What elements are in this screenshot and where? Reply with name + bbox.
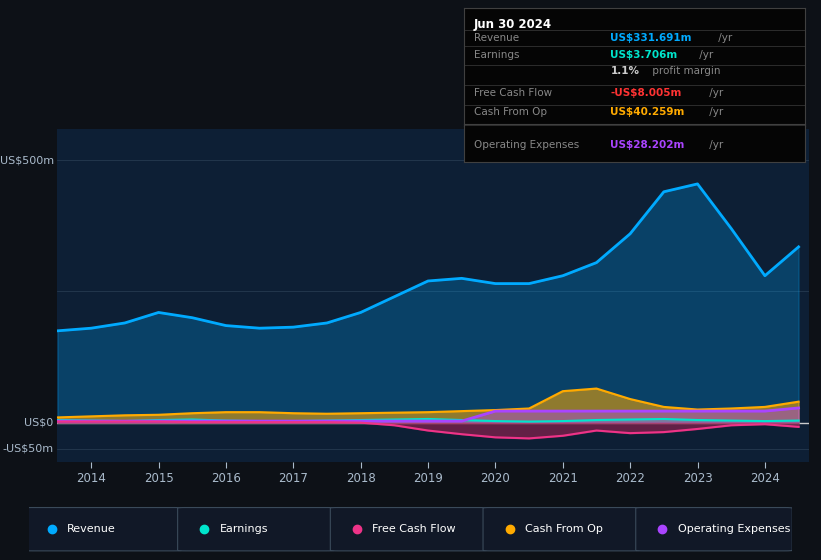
Text: /yr: /yr <box>715 33 732 43</box>
Text: Earnings: Earnings <box>474 50 520 60</box>
FancyBboxPatch shape <box>635 507 792 551</box>
Text: -US$50m: -US$50m <box>2 444 53 454</box>
Text: US$500m: US$500m <box>0 155 53 165</box>
Text: US$28.202m: US$28.202m <box>610 140 685 150</box>
Text: US$0: US$0 <box>25 418 53 428</box>
Text: Earnings: Earnings <box>220 524 268 534</box>
Text: Free Cash Flow: Free Cash Flow <box>373 524 456 534</box>
Text: /yr: /yr <box>706 107 723 117</box>
Text: US$331.691m: US$331.691m <box>610 33 692 43</box>
FancyBboxPatch shape <box>25 507 181 551</box>
Text: /yr: /yr <box>706 140 723 150</box>
FancyBboxPatch shape <box>177 507 334 551</box>
Text: US$3.706m: US$3.706m <box>610 50 677 60</box>
Text: Revenue: Revenue <box>67 524 116 534</box>
Text: US$40.259m: US$40.259m <box>610 107 685 117</box>
Text: /yr: /yr <box>706 88 723 98</box>
Text: Cash From Op: Cash From Op <box>525 524 603 534</box>
Text: 1.1%: 1.1% <box>610 66 640 76</box>
Text: -US$8.005m: -US$8.005m <box>610 88 681 98</box>
FancyBboxPatch shape <box>330 507 487 551</box>
Text: Free Cash Flow: Free Cash Flow <box>474 88 553 98</box>
Text: Revenue: Revenue <box>474 33 519 43</box>
Text: profit margin: profit margin <box>649 66 720 76</box>
Text: Operating Expenses: Operating Expenses <box>678 524 790 534</box>
Text: Jun 30 2024: Jun 30 2024 <box>474 18 553 31</box>
FancyBboxPatch shape <box>483 507 640 551</box>
Text: Operating Expenses: Operating Expenses <box>474 140 580 150</box>
Text: Cash From Op: Cash From Op <box>474 107 547 117</box>
Text: /yr: /yr <box>696 50 713 60</box>
